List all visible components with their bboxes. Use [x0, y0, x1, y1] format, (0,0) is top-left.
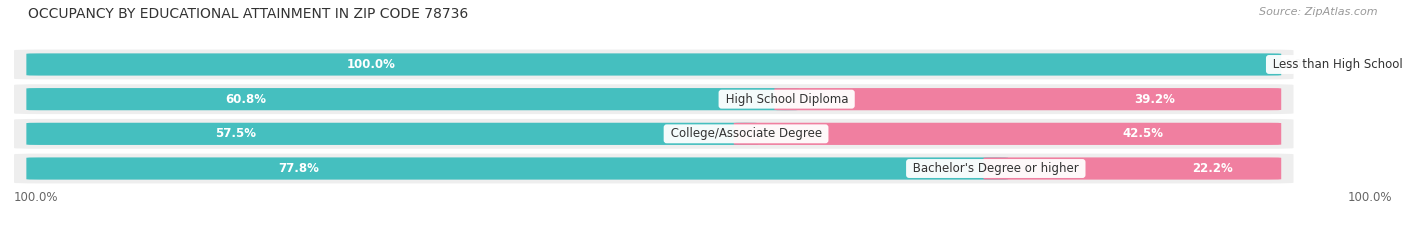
Text: 57.5%: 57.5%: [215, 127, 256, 140]
Text: OCCUPANCY BY EDUCATIONAL ATTAINMENT IN ZIP CODE 78736: OCCUPANCY BY EDUCATIONAL ATTAINMENT IN Z…: [28, 7, 468, 21]
FancyBboxPatch shape: [27, 88, 799, 110]
Text: Bachelor's Degree or higher: Bachelor's Degree or higher: [910, 162, 1083, 175]
Text: 77.8%: 77.8%: [278, 162, 319, 175]
Text: 100.0%: 100.0%: [14, 191, 59, 204]
Text: 60.8%: 60.8%: [225, 93, 267, 106]
Text: 0.0%: 0.0%: [1284, 58, 1313, 71]
Text: 42.5%: 42.5%: [1122, 127, 1164, 140]
Text: 100.0%: 100.0%: [1347, 191, 1392, 204]
FancyBboxPatch shape: [27, 53, 1281, 75]
Text: High School Diploma: High School Diploma: [721, 93, 852, 106]
Text: 39.2%: 39.2%: [1133, 93, 1175, 106]
Text: 22.2%: 22.2%: [1192, 162, 1233, 175]
Text: Source: ZipAtlas.com: Source: ZipAtlas.com: [1260, 7, 1378, 17]
Text: Less than High School: Less than High School: [1268, 58, 1406, 71]
Text: College/Associate Degree: College/Associate Degree: [666, 127, 825, 140]
Text: 100.0%: 100.0%: [346, 58, 395, 71]
FancyBboxPatch shape: [14, 119, 1294, 149]
FancyBboxPatch shape: [734, 123, 1281, 145]
FancyBboxPatch shape: [14, 50, 1294, 79]
FancyBboxPatch shape: [775, 88, 1281, 110]
FancyBboxPatch shape: [14, 84, 1294, 114]
FancyBboxPatch shape: [27, 123, 758, 145]
FancyBboxPatch shape: [27, 158, 1008, 180]
FancyBboxPatch shape: [984, 158, 1281, 180]
FancyBboxPatch shape: [14, 154, 1294, 183]
